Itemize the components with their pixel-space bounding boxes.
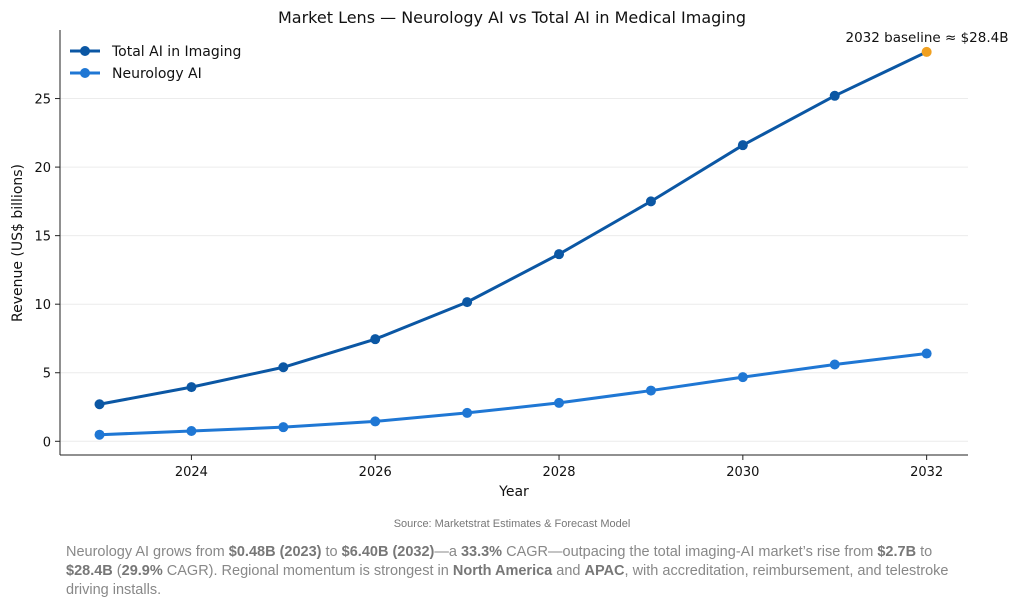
caption-highlight: 29.9%: [121, 563, 163, 579]
data-point: [645, 196, 656, 207]
caption-highlight: $28.4B: [66, 563, 113, 579]
line-chart: Market Lens — Neurology AI vs Total AI i…: [10, 8, 1009, 500]
caption-highlight: 33.3%: [460, 544, 503, 560]
caption-text: and: [552, 563, 585, 579]
data-point: [554, 249, 565, 260]
data-point: [921, 348, 932, 359]
x-tick-label: 2030: [726, 465, 759, 480]
annotation-point: [921, 46, 932, 57]
caption-text: CAGR). Regional momentum is strongest in: [162, 563, 453, 579]
data-point: [737, 140, 748, 151]
caption-text: —a: [434, 544, 461, 560]
data-point: [462, 407, 473, 418]
x-tick-label: 2026: [359, 465, 392, 480]
caption-highlight: North America: [452, 563, 553, 579]
data-point: [737, 372, 748, 383]
data-point: [94, 429, 105, 440]
data-point: [645, 385, 656, 396]
legend-marker: [80, 68, 90, 78]
caption-highlight: $2.7B: [877, 544, 917, 560]
y-tick-label: 5: [43, 367, 51, 382]
summary-caption: Neurology AI grows from $0.48B (2023) to…: [66, 543, 966, 600]
y-tick-label: 25: [34, 93, 51, 108]
data-point: [554, 397, 565, 408]
legend-label: Neurology AI: [112, 66, 202, 82]
x-tick-label: 2032: [910, 465, 943, 480]
x-tick-label: 2024: [175, 465, 208, 480]
caption-text: to: [916, 544, 933, 560]
caption-text: CAGR—outpacing the total imaging-AI mark…: [502, 544, 878, 560]
data-point: [370, 416, 381, 427]
caption-highlight: $0.48B (2023): [228, 544, 322, 560]
data-point: [278, 422, 289, 433]
data-point: [829, 90, 840, 101]
chart-title: Market Lens — Neurology AI vs Total AI i…: [278, 8, 746, 27]
x-tick-label: 2028: [542, 465, 575, 480]
legend-label: Total AI in Imaging: [111, 44, 241, 60]
y-tick-label: 0: [43, 435, 51, 450]
y-tick-label: 20: [34, 161, 51, 176]
caption-text: , with accreditation, reimbursement, and…: [66, 563, 949, 598]
legend-marker: [80, 46, 90, 56]
caption-text: to: [321, 544, 342, 560]
y-axis-label: Revenue (US$ billions): [10, 164, 26, 322]
y-tick-label: 15: [34, 230, 51, 245]
caption-text: (: [112, 563, 122, 579]
data-point: [94, 399, 105, 410]
data-point: [829, 359, 840, 370]
x-axis-label: Year: [498, 484, 529, 500]
data-point: [370, 334, 381, 345]
data-point: [186, 426, 197, 437]
series-line-0: [99, 50, 928, 406]
series-line-1: [99, 352, 927, 437]
y-tick-label: 10: [34, 298, 51, 313]
caption-highlight: APAC: [584, 563, 625, 579]
caption-highlight: $6.40B (2032): [341, 544, 435, 560]
data-point: [278, 362, 289, 373]
caption-text: Neurology AI grows from: [66, 544, 229, 560]
data-point: [186, 382, 197, 393]
source-note: Source: Marketstrat Estimates & Forecast…: [393, 518, 631, 530]
annotation-label: 2032 baseline ≈ $28.4B: [846, 30, 1009, 46]
data-point: [462, 297, 473, 308]
